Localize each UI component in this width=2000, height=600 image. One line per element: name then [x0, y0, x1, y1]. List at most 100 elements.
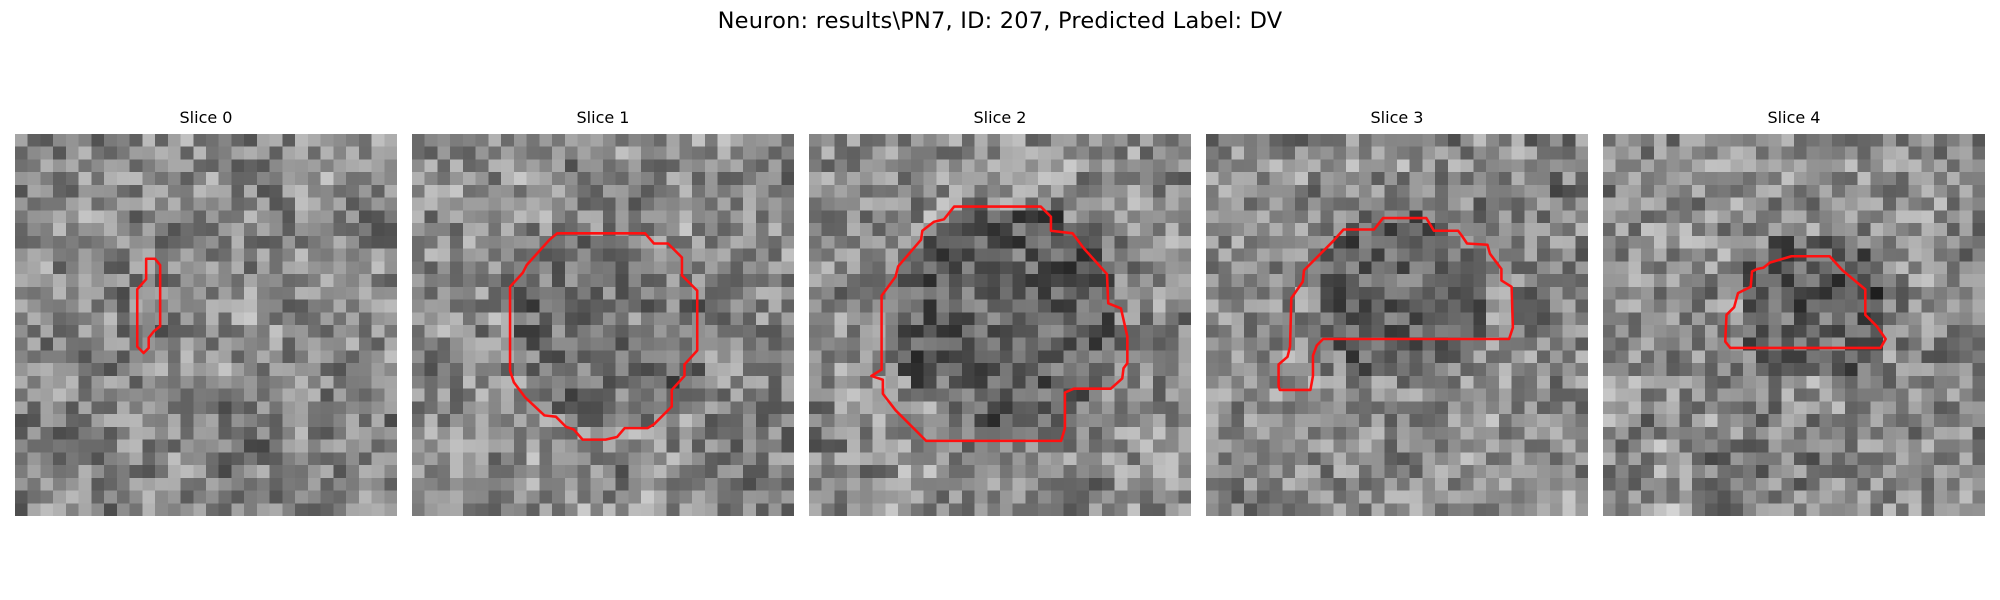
pixel — [384, 172, 397, 186]
pixel — [1653, 465, 1667, 479]
pixel — [692, 184, 706, 198]
pixel — [809, 414, 822, 428]
pixel — [333, 477, 347, 491]
pixel — [180, 134, 194, 147]
pixel — [692, 299, 706, 313]
pixel — [1806, 375, 1820, 389]
pixel — [15, 286, 28, 300]
pixel — [809, 172, 822, 186]
pixel — [1076, 465, 1090, 479]
pixel — [193, 401, 207, 415]
pixel — [78, 299, 92, 313]
pixel — [1422, 235, 1436, 249]
pixel — [424, 235, 438, 249]
pixel — [1562, 439, 1576, 453]
pixel — [1333, 146, 1347, 160]
pixel — [155, 414, 169, 428]
pixel — [1946, 439, 1960, 453]
pixel — [768, 312, 782, 326]
pixel — [730, 465, 744, 479]
pixel — [1603, 465, 1616, 479]
pixel — [1743, 159, 1757, 173]
pixel — [231, 439, 245, 453]
pixel — [923, 184, 937, 198]
pixel — [384, 197, 397, 211]
pixel — [1511, 350, 1525, 364]
pixel — [1704, 248, 1718, 262]
pixel — [743, 274, 757, 288]
pixel — [1603, 146, 1616, 160]
pixel — [1908, 197, 1922, 211]
pixel — [437, 223, 451, 237]
pixel — [40, 325, 54, 338]
pixel — [180, 210, 194, 224]
pixel — [1012, 426, 1026, 440]
pixel — [1384, 465, 1398, 479]
pixel — [1473, 312, 1487, 326]
pixel — [269, 248, 283, 262]
pixel — [755, 197, 769, 211]
pixel — [590, 465, 604, 479]
pixel — [949, 248, 963, 262]
pixel — [1038, 146, 1052, 160]
pixel — [1076, 452, 1090, 466]
pixel — [847, 503, 861, 516]
pixel — [1384, 363, 1398, 377]
pixel — [27, 375, 41, 389]
pixel — [1473, 375, 1487, 389]
pixel — [666, 503, 680, 516]
pixel — [1704, 235, 1718, 249]
pixel — [1921, 465, 1935, 479]
pixel — [1666, 477, 1680, 491]
pixel — [155, 363, 169, 377]
pixel — [320, 274, 334, 288]
pixel — [755, 274, 769, 288]
pixel — [15, 414, 28, 428]
pixel — [244, 477, 258, 491]
pixel — [1934, 210, 1948, 224]
pixel — [231, 286, 245, 300]
pixel — [1946, 223, 1960, 237]
pixel — [653, 401, 667, 415]
pixel — [513, 490, 527, 504]
pixel — [847, 261, 861, 275]
pixel — [193, 248, 207, 262]
pixel — [1717, 439, 1731, 453]
pixel — [1628, 274, 1642, 288]
pixel — [180, 146, 194, 160]
pixel — [615, 274, 629, 288]
pixel — [1409, 465, 1423, 479]
slice-1-title: Slice 1 — [576, 108, 630, 127]
pixel — [1895, 261, 1909, 275]
pixel — [653, 414, 667, 428]
pixel — [1269, 465, 1283, 479]
pixel — [1140, 490, 1154, 504]
pixel — [1384, 312, 1398, 326]
pixel — [1076, 274, 1090, 288]
pixel — [1844, 477, 1858, 491]
pixel — [577, 363, 591, 377]
pixel — [1050, 388, 1064, 402]
pixel — [755, 375, 769, 389]
pixel — [1140, 286, 1154, 300]
pixel — [1371, 146, 1385, 160]
pixel — [1256, 503, 1270, 516]
pixel — [704, 261, 718, 275]
pixel — [1794, 146, 1807, 160]
pixel — [231, 159, 245, 173]
pixel — [1794, 299, 1807, 313]
pixel — [961, 235, 975, 249]
pixel — [1895, 337, 1909, 351]
pixel — [1666, 261, 1680, 275]
pixel — [1794, 465, 1807, 479]
pixel — [923, 350, 937, 364]
pixel — [755, 184, 769, 198]
pixel — [104, 274, 118, 288]
pixel — [615, 286, 629, 300]
pixel — [1460, 172, 1474, 186]
pixel — [577, 439, 591, 453]
pixel — [910, 261, 924, 275]
pixel — [885, 477, 899, 491]
pixel — [1063, 477, 1077, 491]
pixel — [821, 184, 835, 198]
